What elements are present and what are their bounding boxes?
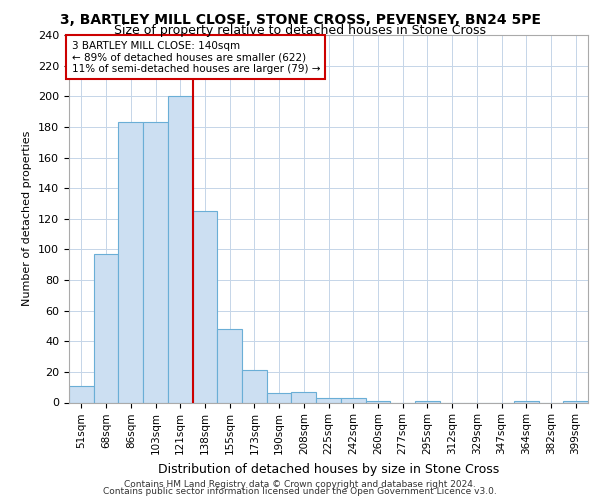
Bar <box>267 394 292 402</box>
Bar <box>118 122 143 402</box>
Bar <box>143 122 168 402</box>
Bar <box>316 398 341 402</box>
Text: Contains public sector information licensed under the Open Government Licence v3: Contains public sector information licen… <box>103 488 497 496</box>
Y-axis label: Number of detached properties: Number of detached properties <box>22 131 32 306</box>
Bar <box>69 386 94 402</box>
X-axis label: Distribution of detached houses by size in Stone Cross: Distribution of detached houses by size … <box>158 462 499 475</box>
Bar <box>242 370 267 402</box>
Bar <box>168 96 193 403</box>
Text: Size of property relative to detached houses in Stone Cross: Size of property relative to detached ho… <box>114 24 486 37</box>
Bar <box>193 211 217 402</box>
Bar <box>217 329 242 402</box>
Text: 3 BARTLEY MILL CLOSE: 140sqm
← 89% of detached houses are smaller (622)
11% of s: 3 BARTLEY MILL CLOSE: 140sqm ← 89% of de… <box>71 40 320 74</box>
Bar <box>94 254 118 402</box>
Bar <box>365 401 390 402</box>
Bar <box>292 392 316 402</box>
Bar <box>563 401 588 402</box>
Text: Contains HM Land Registry data © Crown copyright and database right 2024.: Contains HM Land Registry data © Crown c… <box>124 480 476 489</box>
Text: 3, BARTLEY MILL CLOSE, STONE CROSS, PEVENSEY, BN24 5PE: 3, BARTLEY MILL CLOSE, STONE CROSS, PEVE… <box>59 12 541 26</box>
Bar <box>514 401 539 402</box>
Bar <box>341 398 365 402</box>
Bar <box>415 401 440 402</box>
